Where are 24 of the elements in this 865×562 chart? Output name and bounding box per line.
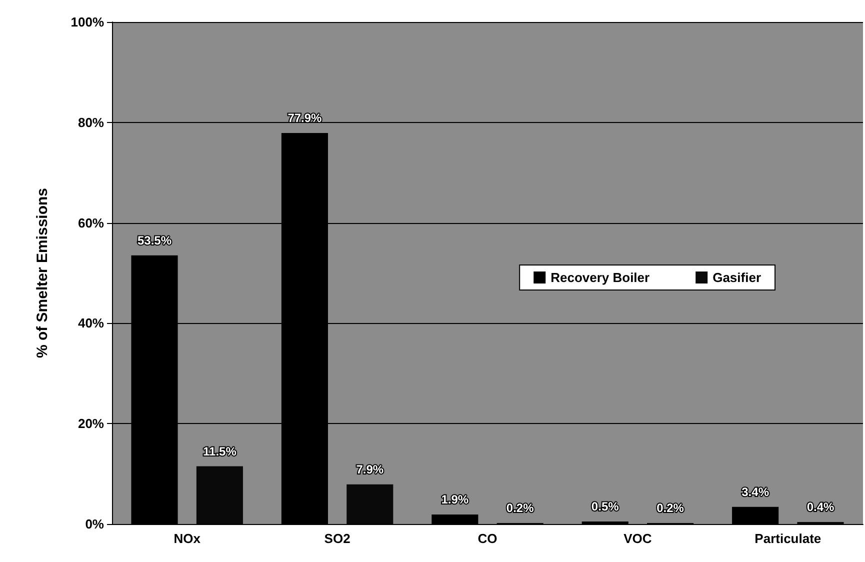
- legend-label: Gasifier: [712, 270, 762, 285]
- x-tick-label: Particulate: [754, 531, 822, 546]
- x-tick-label: SO2: [324, 531, 350, 546]
- data-label: 77.9%: [288, 110, 322, 125]
- data-label: 0.4%: [806, 500, 834, 514]
- data-label: 7.9%: [356, 462, 384, 476]
- data-label: 11.5%: [203, 444, 237, 458]
- y-axis-title: % of Smelter Emissions: [34, 188, 51, 358]
- y-tick-label: 0%: [85, 516, 104, 532]
- y-tick-label: 60%: [78, 215, 104, 230]
- legend-label: Recovery Boiler: [550, 270, 650, 285]
- data-label: 0.2%: [506, 500, 534, 515]
- y-tick-label: 40%: [78, 316, 104, 331]
- data-label: 0.5%: [591, 499, 620, 514]
- x-tick-label: NOx: [174, 531, 202, 546]
- data-label: 0.2%: [656, 500, 684, 515]
- y-tick-label: 80%: [78, 114, 104, 130]
- y-tick-label: 20%: [78, 416, 104, 432]
- data-label: 53.5%: [137, 233, 172, 248]
- y-tick-label: 100%: [70, 14, 104, 30]
- x-tick-label: CO: [478, 531, 498, 546]
- data-label: 3.4%: [742, 484, 770, 499]
- data-label: 1.9%: [441, 492, 469, 506]
- x-tick-label: VOC: [624, 531, 652, 546]
